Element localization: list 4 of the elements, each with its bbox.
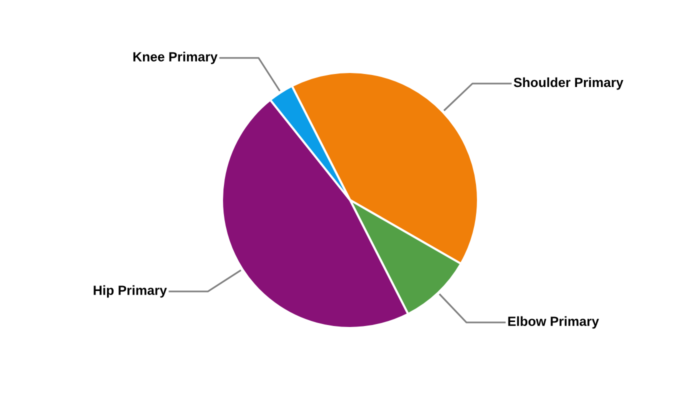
slice-label: Knee Primary — [133, 52, 218, 64]
slice-label: Hip Primary — [94, 285, 167, 298]
slice-label: Shoulder Primary — [514, 77, 624, 90]
slice-label: Elbow Primary — [508, 316, 599, 329]
